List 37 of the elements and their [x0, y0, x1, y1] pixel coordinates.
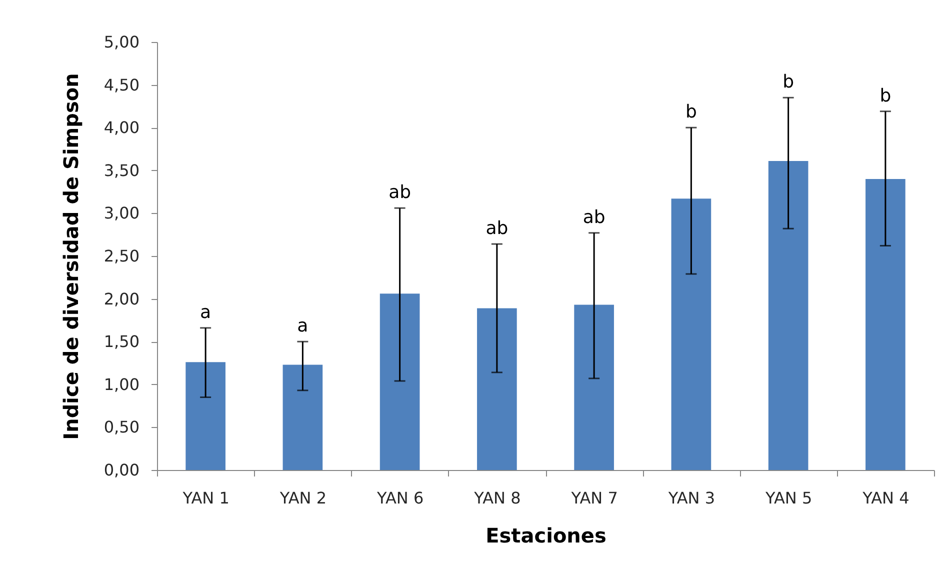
y-tick-label: 1,00 [104, 374, 140, 394]
bar [866, 178, 906, 470]
bar [768, 160, 808, 470]
y-tick-label: 0,00 [104, 460, 140, 480]
bar [380, 294, 420, 470]
y-tick-label: 0,50 [104, 418, 140, 437]
annotation: b [782, 72, 794, 93]
annotation: b [685, 102, 697, 123]
bar [574, 304, 614, 470]
x-tick-label: YAN 8 [473, 488, 521, 508]
annotation: a [297, 316, 308, 337]
x-tick-label: YAN 2 [278, 488, 327, 508]
annotation: a [200, 302, 212, 323]
annotation: ab [388, 182, 412, 204]
bar [671, 198, 712, 470]
y-axis-title: Indice de diversidad de Simpson [58, 73, 83, 440]
bar [186, 362, 226, 470]
y-tick-label: 1,50 [104, 332, 140, 352]
x-axis-title: Estaciones [486, 524, 606, 548]
x-tick-label: YAN 6 [376, 488, 424, 508]
bar [282, 364, 323, 470]
y-tick-label: 4,50 [104, 75, 140, 94]
y-tick-label: 5,00 [104, 32, 140, 52]
x-tick-label: YAN 4 [862, 488, 910, 508]
bar [477, 308, 517, 470]
x-tick-label: YAN 3 [667, 488, 716, 508]
y-tick-label: 2,50 [104, 246, 140, 266]
x-tick-label: YAN 1 [182, 488, 230, 508]
x-tick-label: YAN 5 [764, 488, 812, 508]
annotation: ab [582, 206, 606, 228]
y-tick-label: 4,00 [104, 118, 140, 138]
y-tick-label: 3,00 [104, 204, 140, 223]
annotation: ab [486, 218, 508, 240]
annotation: b [880, 85, 892, 106]
x-tick-label: YAN 7 [570, 488, 618, 508]
y-tick-label: 3,50 [104, 160, 140, 180]
y-tick-label: 2,00 [104, 289, 140, 308]
